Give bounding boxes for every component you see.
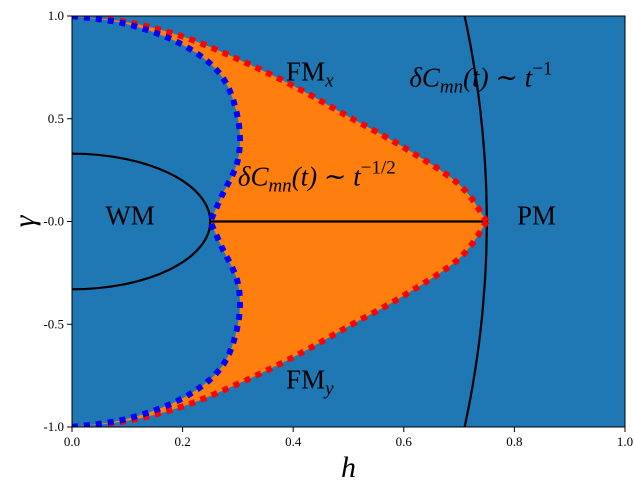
decay-annotation-upper: δCmn(t) ∼ t−1 [409,59,552,98]
y-tick-label: 1.0 [48,8,64,23]
x-axis-title: h [341,451,356,481]
x-tick-label: 0.8 [506,434,522,449]
annot-middle-subscript: mn [268,175,291,196]
wm-boundary-ellipse [72,152,212,291]
x-tick-label: 1.0 [617,434,633,449]
red-dotted-boundary-upper [72,16,490,224]
y-tick-label: -0.5 [43,316,64,331]
annot-upper-superscript: −1 [532,59,552,80]
decay-annotation-middle: δCmn(t) ∼ t−1/2 [238,157,396,196]
y-tick-label: 0.5 [48,111,64,126]
region-label-fmy: FMy [286,365,334,400]
blue-dotted-boundary-upper [72,16,244,223]
y-tick-label: -0.0 [43,214,64,229]
fmy-subscript: y [323,379,334,400]
x-tick-label: 0.4 [285,434,302,449]
annot-middle-prefix: δC [238,161,270,191]
y-axis-ticks: 1.0 0.5 -0.0 -0.5 -1.0 [43,8,72,434]
red-dotted-boundary-lower [72,219,490,427]
fmx-main-text: FM [286,56,325,86]
blue-dotted-boundary-lower [72,220,244,427]
fmx-subscript: x [324,70,334,91]
annot-upper-prefix: δC [409,63,441,93]
x-axis-ticks: 0.0 0.2 0.4 0.6 0.8 1.0 [64,427,633,449]
region-label-pm: PM [517,200,556,230]
fmy-main-text: FM [286,365,325,395]
x-tick-label: 0.2 [174,434,190,449]
x-tick-label: 0.6 [396,434,413,449]
annot-upper-subscript: mn [440,77,463,98]
annot-middle-suffix: (t) ∼ t [292,161,363,191]
y-axis-title: γ [8,214,41,227]
region-label-fmx: FMx [286,56,334,91]
region-label-wm: WM [105,200,155,230]
annot-upper-suffix: (t) ∼ t [463,63,534,93]
annot-middle-superscript: −1/2 [361,157,396,178]
y-tick-label: -1.0 [43,419,64,434]
x-tick-label: 0.0 [64,434,80,449]
